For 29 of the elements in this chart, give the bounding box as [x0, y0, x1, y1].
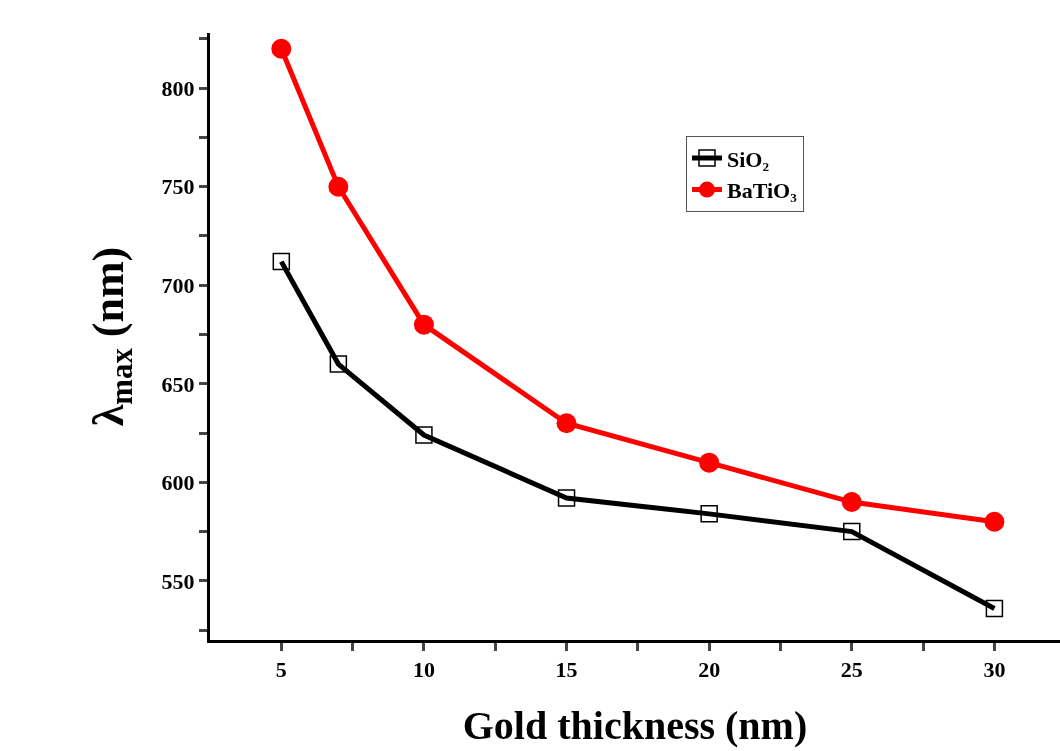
y-tick-label: 750	[161, 174, 195, 200]
point	[415, 426, 433, 444]
x-tick-label: 25	[840, 657, 863, 683]
x-tick-label: 5	[275, 657, 287, 683]
y-tick-label: 600	[161, 470, 195, 496]
point	[329, 355, 348, 373]
point	[984, 511, 1005, 532]
x-tick-label: 30	[983, 657, 1006, 683]
x-axis-title: Gold thickness (nm)	[462, 702, 808, 748]
y-tick-label: 800	[161, 75, 195, 101]
point	[556, 413, 577, 434]
point	[841, 492, 862, 513]
y-tick-label: 650	[161, 371, 195, 397]
y-tick-label: 550	[161, 568, 195, 594]
legend-label: SiO₂	[727, 146, 770, 172]
legend-label: BaTiO₃	[727, 178, 798, 204]
y-tick-label: 700	[161, 272, 195, 298]
point	[328, 176, 349, 197]
point	[272, 252, 291, 271]
x-tick-label: 20	[698, 657, 721, 683]
point	[985, 599, 1004, 618]
point	[557, 489, 576, 507]
point	[700, 505, 718, 523]
point	[699, 452, 720, 473]
point	[413, 314, 434, 335]
point	[271, 38, 292, 59]
x-tick-label: 10	[412, 657, 435, 683]
point	[843, 522, 861, 541]
x-tick-label: 15	[555, 657, 578, 683]
